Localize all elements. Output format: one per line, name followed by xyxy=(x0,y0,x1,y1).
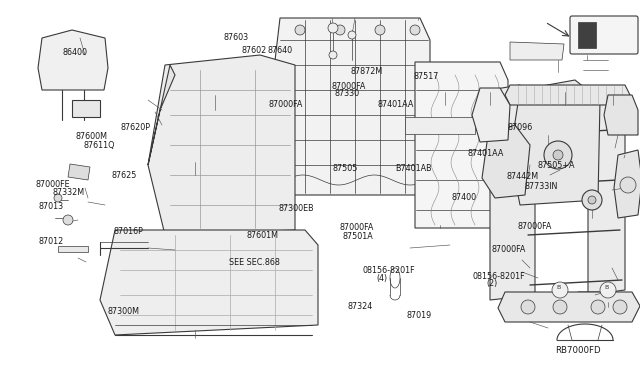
Text: SEE SEC.868: SEE SEC.868 xyxy=(229,258,280,267)
Text: 87013: 87013 xyxy=(38,202,63,211)
Text: 87000FA: 87000FA xyxy=(339,223,374,232)
Text: 87517: 87517 xyxy=(413,72,439,81)
Polygon shape xyxy=(148,65,175,165)
Text: 87300M: 87300M xyxy=(108,307,140,316)
Text: 87625: 87625 xyxy=(112,171,138,180)
Ellipse shape xyxy=(328,23,338,33)
Polygon shape xyxy=(58,246,88,252)
Ellipse shape xyxy=(591,300,605,314)
Polygon shape xyxy=(415,62,508,228)
Text: 87000FA: 87000FA xyxy=(332,82,366,91)
Polygon shape xyxy=(588,95,625,295)
Polygon shape xyxy=(38,30,108,90)
Polygon shape xyxy=(68,164,90,180)
Polygon shape xyxy=(72,100,100,117)
Ellipse shape xyxy=(582,190,602,210)
Text: 86400: 86400 xyxy=(63,48,88,57)
Polygon shape xyxy=(472,88,510,142)
Text: (2): (2) xyxy=(486,279,498,288)
Text: 87300EB: 87300EB xyxy=(278,204,314,213)
Text: 87400: 87400 xyxy=(451,193,476,202)
Ellipse shape xyxy=(521,300,535,314)
Polygon shape xyxy=(268,18,430,195)
Ellipse shape xyxy=(295,25,305,35)
Text: (4): (4) xyxy=(376,274,387,283)
Text: 87505: 87505 xyxy=(333,164,358,173)
Text: 87330: 87330 xyxy=(334,89,359,98)
Text: 87601M: 87601M xyxy=(246,231,278,240)
Polygon shape xyxy=(604,95,638,135)
Text: 87872M: 87872M xyxy=(351,67,383,76)
Text: 87501A: 87501A xyxy=(342,232,373,241)
Text: 87324: 87324 xyxy=(348,302,372,311)
Ellipse shape xyxy=(588,196,596,204)
Ellipse shape xyxy=(54,194,62,202)
Polygon shape xyxy=(505,85,630,105)
Text: 87000FA: 87000FA xyxy=(269,100,303,109)
Polygon shape xyxy=(100,230,318,335)
Text: B: B xyxy=(556,285,560,290)
Text: RB7000FD: RB7000FD xyxy=(556,346,601,355)
Text: 87096: 87096 xyxy=(508,123,532,132)
Text: 87733IN: 87733IN xyxy=(525,182,558,191)
Polygon shape xyxy=(498,292,640,322)
Text: 87640: 87640 xyxy=(268,46,292,55)
Ellipse shape xyxy=(335,25,345,35)
Text: 87401AA: 87401AA xyxy=(378,100,414,109)
Polygon shape xyxy=(576,292,614,317)
Text: 87019: 87019 xyxy=(406,311,431,320)
Polygon shape xyxy=(614,150,640,218)
Text: 87016P: 87016P xyxy=(114,227,144,236)
Polygon shape xyxy=(490,85,535,300)
Text: 08156-8201F: 08156-8201F xyxy=(472,272,525,280)
Ellipse shape xyxy=(410,25,420,35)
Text: 87600M: 87600M xyxy=(76,132,108,141)
Ellipse shape xyxy=(613,300,627,314)
Ellipse shape xyxy=(620,177,636,193)
Ellipse shape xyxy=(544,141,572,169)
Text: 87602: 87602 xyxy=(242,46,267,55)
Text: 87620P: 87620P xyxy=(120,123,150,132)
Ellipse shape xyxy=(553,150,563,160)
Ellipse shape xyxy=(553,300,567,314)
Text: 87012: 87012 xyxy=(38,237,63,246)
Ellipse shape xyxy=(552,282,568,298)
Text: 87505+A: 87505+A xyxy=(538,161,575,170)
Text: 87611Q: 87611Q xyxy=(83,141,115,150)
Text: 87603: 87603 xyxy=(224,33,249,42)
Text: 87401AA: 87401AA xyxy=(467,149,504,158)
Text: 87332M: 87332M xyxy=(52,188,84,197)
Ellipse shape xyxy=(329,51,337,59)
Text: 08156-8201F: 08156-8201F xyxy=(363,266,415,275)
Polygon shape xyxy=(482,125,530,198)
Polygon shape xyxy=(510,80,600,205)
Polygon shape xyxy=(510,42,564,60)
FancyBboxPatch shape xyxy=(570,16,638,54)
Ellipse shape xyxy=(375,25,385,35)
Text: B: B xyxy=(604,285,608,290)
Ellipse shape xyxy=(63,215,73,225)
FancyBboxPatch shape xyxy=(578,22,596,48)
Text: 87000FA: 87000FA xyxy=(492,246,526,254)
Polygon shape xyxy=(556,300,574,312)
Polygon shape xyxy=(405,117,475,134)
Ellipse shape xyxy=(348,31,356,39)
Text: 87000FE: 87000FE xyxy=(35,180,70,189)
Text: 87000FA: 87000FA xyxy=(517,222,552,231)
Polygon shape xyxy=(148,55,295,235)
Text: 87442M: 87442M xyxy=(507,172,539,181)
Text: B7401AB: B7401AB xyxy=(396,164,432,173)
Ellipse shape xyxy=(600,282,616,298)
